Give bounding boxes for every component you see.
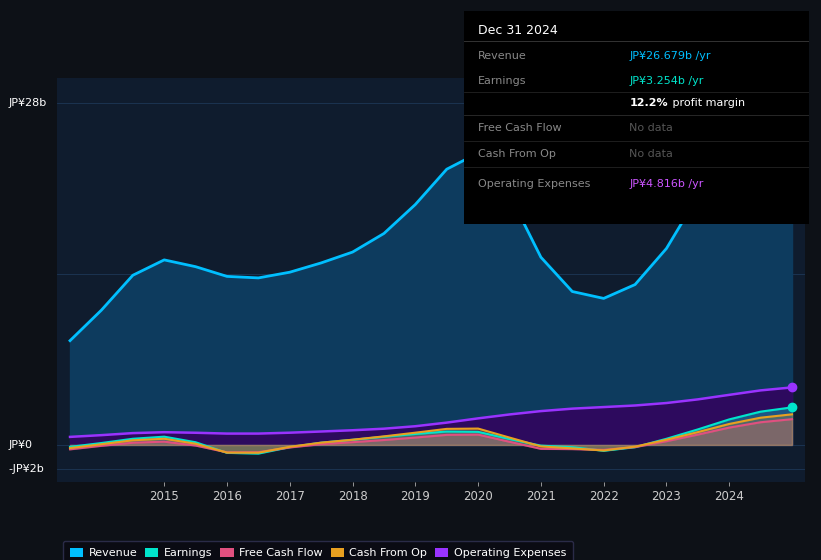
Text: Earnings: Earnings	[478, 76, 526, 86]
Text: No data: No data	[630, 149, 673, 159]
Text: JP¥28b: JP¥28b	[8, 98, 47, 108]
Text: profit margin: profit margin	[669, 97, 745, 108]
Text: 12.2%: 12.2%	[630, 97, 668, 108]
Text: JP¥26.679b /yr: JP¥26.679b /yr	[630, 51, 711, 61]
Text: Cash From Op: Cash From Op	[478, 149, 556, 159]
Text: JP¥3.254b /yr: JP¥3.254b /yr	[630, 76, 704, 86]
Text: JP¥0: JP¥0	[8, 440, 32, 450]
Text: Revenue: Revenue	[478, 51, 526, 61]
Text: Free Cash Flow: Free Cash Flow	[478, 123, 562, 133]
Text: JP¥4.816b /yr: JP¥4.816b /yr	[630, 179, 704, 189]
Text: Dec 31 2024: Dec 31 2024	[478, 24, 557, 37]
Text: No data: No data	[630, 123, 673, 133]
Text: Operating Expenses: Operating Expenses	[478, 179, 590, 189]
Text: -JP¥2b: -JP¥2b	[8, 464, 44, 474]
Legend: Revenue, Earnings, Free Cash Flow, Cash From Op, Operating Expenses: Revenue, Earnings, Free Cash Flow, Cash …	[63, 541, 573, 560]
